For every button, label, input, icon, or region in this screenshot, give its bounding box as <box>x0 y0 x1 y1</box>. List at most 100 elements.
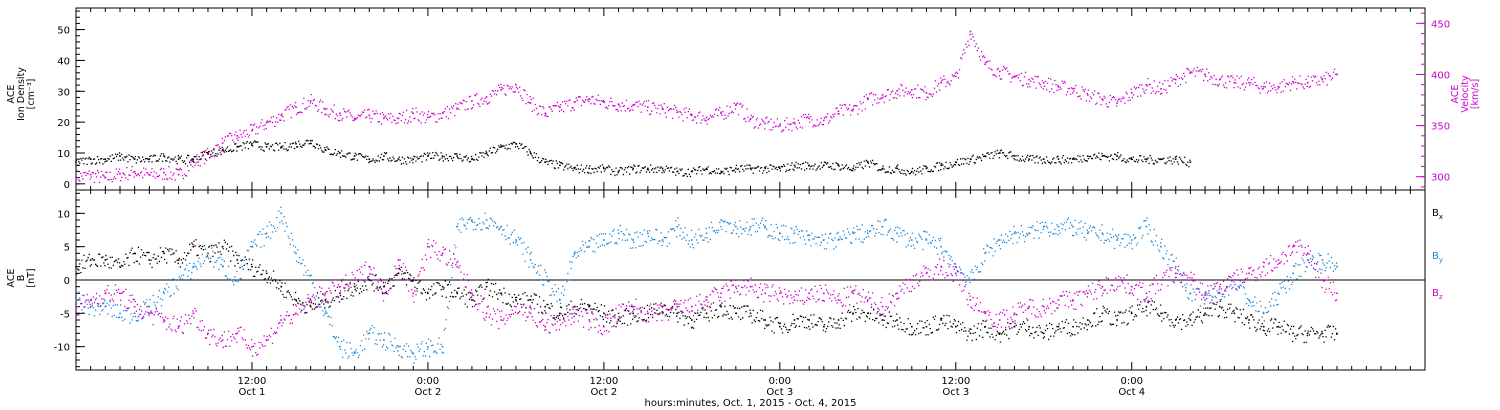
bz-point <box>940 265 942 268</box>
bz-point <box>104 292 107 295</box>
by-point <box>544 279 547 281</box>
bx-point <box>89 259 92 261</box>
bz-point <box>984 312 986 315</box>
bx-point <box>954 325 957 328</box>
velocity-point <box>441 112 444 115</box>
density-point <box>779 167 781 170</box>
bz-point <box>119 292 121 295</box>
by-point <box>324 312 327 315</box>
density-point <box>295 142 297 145</box>
bx-point <box>764 319 766 321</box>
bz-point <box>735 285 737 288</box>
by-point <box>236 279 239 281</box>
bz-point <box>1116 279 1118 281</box>
bz-point <box>368 265 371 268</box>
bz-point <box>1086 292 1089 295</box>
bz-point <box>1262 265 1265 268</box>
bz-point <box>485 312 488 315</box>
by-point <box>1160 245 1162 248</box>
by-point <box>104 305 107 308</box>
velocity-point <box>823 119 825 122</box>
bx-point <box>837 319 840 321</box>
bz-point <box>1057 299 1060 301</box>
density-point <box>280 146 283 148</box>
bz-point <box>353 279 356 281</box>
density-point <box>823 164 825 167</box>
bx-point <box>515 299 517 301</box>
density-point <box>808 164 810 167</box>
by-point <box>881 225 884 228</box>
velocity-point <box>1101 98 1104 100</box>
bx-point <box>588 305 591 308</box>
density-point <box>412 158 415 160</box>
bz-point <box>720 292 722 295</box>
velocity-point <box>940 81 942 84</box>
velocity-point <box>456 107 459 110</box>
density-point <box>427 155 429 157</box>
velocity-point <box>1189 71 1192 74</box>
velocity-point <box>383 117 385 120</box>
bz-point <box>148 312 151 315</box>
bx-point <box>720 305 722 308</box>
velocity-point <box>119 172 121 175</box>
by-point <box>427 345 429 348</box>
bx-point <box>280 285 283 288</box>
by-point <box>676 225 678 228</box>
bx-point <box>324 299 327 301</box>
velocity-point <box>632 104 634 106</box>
x-tick-time-label: 0:00 <box>769 376 791 387</box>
by-point <box>588 245 591 248</box>
by-point <box>1321 259 1324 261</box>
density-point <box>251 142 253 145</box>
bx-point <box>793 319 796 321</box>
bx-point <box>998 332 1001 335</box>
by-point <box>221 265 224 268</box>
by-point <box>617 232 620 235</box>
by-point <box>779 232 781 235</box>
bz-point <box>163 319 165 321</box>
bx-point <box>661 305 664 308</box>
density-point <box>339 152 341 154</box>
bz-point <box>177 325 180 328</box>
velocity-axis-tick-label: 350 <box>1431 122 1450 133</box>
bz-point <box>309 299 312 301</box>
density-point <box>1174 158 1177 160</box>
density-axis-title: ACE <box>6 85 17 104</box>
velocity-point <box>1174 78 1177 81</box>
bz-point <box>1292 245 1294 248</box>
velocity-point <box>1292 80 1294 83</box>
by-points <box>76 206 1338 364</box>
bx-point <box>441 285 444 288</box>
bx-point <box>1292 332 1294 335</box>
bx-point <box>1145 305 1148 308</box>
bx-point <box>881 319 884 321</box>
bz-point <box>793 299 796 301</box>
by-point <box>75 299 77 301</box>
bx-point <box>925 325 928 328</box>
by-point <box>383 339 385 341</box>
by-point <box>661 239 664 241</box>
bz-point <box>1233 279 1236 281</box>
bz-points <box>76 239 1338 357</box>
density-point <box>793 164 796 167</box>
bz-point <box>1028 305 1030 308</box>
density-point <box>559 164 561 167</box>
by-point <box>1306 259 1309 261</box>
by-point <box>1057 225 1060 228</box>
by-point <box>163 292 165 295</box>
bx-point <box>412 279 415 281</box>
velocity-point <box>295 106 297 108</box>
density-axis-tick-label: 20 <box>57 118 70 129</box>
bx-point <box>368 279 371 281</box>
bx-point <box>1101 312 1104 315</box>
bz-point <box>823 292 825 295</box>
velocity-point <box>705 116 708 119</box>
velocity-point <box>647 106 649 108</box>
velocity-point <box>1042 81 1045 84</box>
by-point <box>705 232 708 235</box>
density-point <box>998 152 1001 154</box>
by-point <box>910 239 913 241</box>
bz-point <box>676 305 678 308</box>
velocity-point <box>837 110 840 113</box>
